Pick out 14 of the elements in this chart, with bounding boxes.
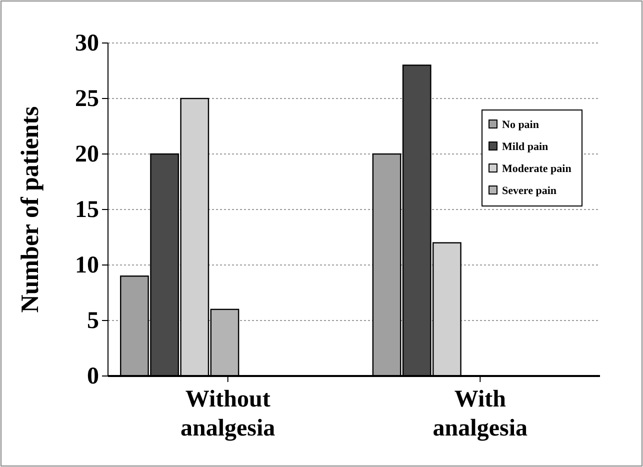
legend-label: Moderate pain (502, 163, 572, 175)
y-axis-title: Number of patients (17, 106, 44, 313)
legend-label: Mild pain (502, 141, 548, 153)
y-tick-label: 25 (75, 86, 99, 112)
y-tick-label: 20 (75, 142, 99, 168)
y-tick-label: 10 (75, 252, 99, 279)
x-tick-label: With analgesia (432, 386, 528, 442)
y-tick-label: 5 (87, 308, 99, 334)
legend-label: No pain (502, 119, 539, 131)
y-tick-label: 30 (75, 30, 99, 57)
y-tick-label: 0 (87, 364, 99, 390)
y-tick-label: 15 (75, 197, 99, 224)
legend-label: Severe pain (502, 185, 556, 197)
x-tick-label: Without analgesia (180, 386, 276, 442)
